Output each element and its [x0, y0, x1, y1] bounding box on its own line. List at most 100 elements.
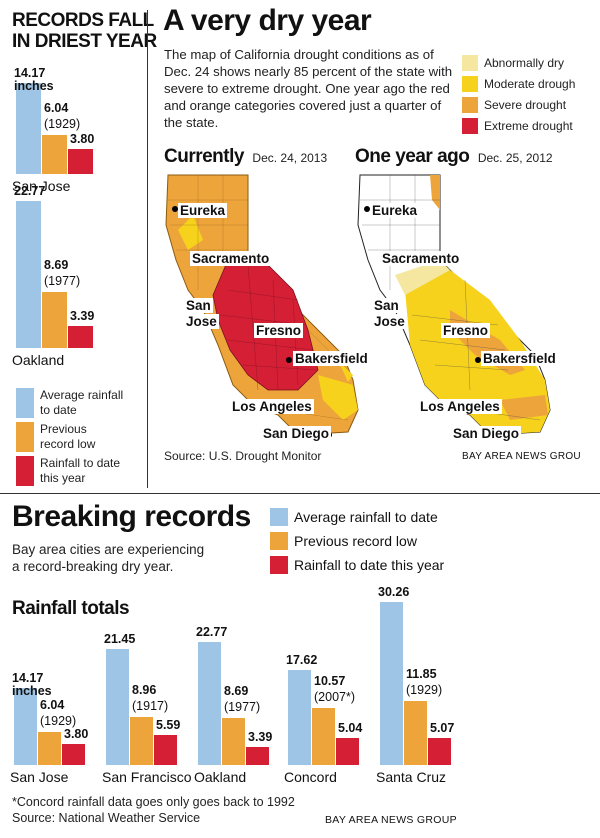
- bar-value-label: 3.80: [70, 132, 95, 147]
- bar-value-label: 3.39: [248, 729, 273, 744]
- sidebar-legend-label: to date: [40, 403, 77, 417]
- bar-this-year: [62, 744, 85, 765]
- city-dot: [286, 357, 292, 363]
- bar-value-label: 11.85: [406, 667, 437, 681]
- legend-swatch-extreme: [462, 117, 478, 134]
- bar-value-label: 22.77: [196, 625, 228, 640]
- bottom-source: Source: National Weather Service: [12, 811, 201, 825]
- map-past-heading: One year ago Dec. 25, 2012: [355, 146, 553, 168]
- bar-value-label: 22.77: [14, 184, 46, 199]
- bottom-footnote: *Concord rainfall data goes only goes ba…: [12, 795, 295, 809]
- map-legend-item: Extreme drought: [462, 115, 598, 136]
- map-past-date: Dec. 25, 2012: [477, 151, 553, 165]
- bar-this-year: [246, 746, 269, 765]
- legend-swatch-severe: [462, 96, 478, 113]
- city-label-bakersfield: Bakersfield: [293, 351, 370, 366]
- bottom-legend-label: Average rainfall to date: [294, 509, 438, 525]
- city-label-sacramento: Sacramento: [190, 251, 272, 266]
- category-label: San Francisco: [102, 769, 192, 785]
- record-year-label: (1929): [40, 714, 77, 729]
- bottom-legend-item: Previous record low: [270, 529, 444, 553]
- category-label: Oakland: [194, 769, 247, 785]
- map-legend-label: Extreme drought: [484, 118, 573, 133]
- bottom-legend-item: Rainfall to date this year: [270, 553, 444, 577]
- map-credit: BAY AREA NEWS GROU: [462, 451, 581, 462]
- bar-record-low: [42, 291, 67, 348]
- sidebar-title-line1: RECORDS FALL: [12, 10, 154, 31]
- unit-label: inches: [14, 78, 54, 93]
- record-year-label: (1929): [44, 117, 81, 132]
- bar-value-label: 8.69: [224, 684, 249, 699]
- moderate-drought-areas: [178, 215, 358, 420]
- category-label: Santa Cruz: [376, 769, 447, 785]
- city-label-san-diego: San Diego: [261, 426, 332, 441]
- bottom-legend-label: Rainfall to date this year: [294, 557, 445, 573]
- record-year-label: (1929): [406, 683, 443, 697]
- california-map-past: [357, 174, 551, 436]
- bar-value-label: 3.80: [64, 727, 89, 742]
- category-label: San Jose: [12, 178, 71, 194]
- abnormally-dry-area: [395, 260, 450, 295]
- bar-value-label: 5.04: [338, 720, 363, 735]
- city-label-san-diego: San Diego: [451, 426, 522, 441]
- bottom-legend: Average rainfall to date Previous record…: [270, 505, 444, 577]
- bar-this-year: [336, 737, 359, 765]
- california-map-current: [165, 174, 359, 436]
- bottom-legend-item: Average rainfall to date: [270, 505, 444, 529]
- bar-record-low: [404, 701, 427, 765]
- sidebar-legend-label: Previous: [40, 422, 87, 436]
- bar-value-label: 6.04: [40, 698, 65, 713]
- bar-this-year: [68, 326, 93, 348]
- sidebar-legend-item-this-year: Rainfall to date this year: [16, 456, 146, 486]
- legend-swatch-abnormally-dry: [462, 54, 478, 71]
- city-label-san: San: [184, 298, 213, 313]
- city-label-los-angeles: Los Angeles: [230, 399, 314, 414]
- bar-value-label: 17.62: [286, 652, 318, 667]
- bottom-title: Breaking records: [12, 500, 251, 533]
- map-section-title: A very dry year: [163, 4, 372, 37]
- category-label: Oakland: [12, 352, 65, 368]
- city-dot: [364, 206, 370, 212]
- record-year-label: (2007*): [314, 689, 355, 704]
- map-legend: Abnormally dry Moderate drough Severe dr…: [462, 52, 598, 136]
- map-current-label: Currently: [164, 146, 244, 167]
- city-label-los-angeles: Los Angeles: [418, 399, 502, 414]
- map-source: Source: U.S. Drought Monitor: [164, 449, 322, 463]
- bar-value-label: 10.57: [314, 673, 346, 688]
- sidebar-legend-label: record low: [40, 437, 96, 451]
- legend-swatch-moderate: [462, 75, 478, 92]
- record-year-label: (1977): [44, 273, 81, 288]
- bar-this-year: [68, 149, 93, 174]
- city-label-eureka: Eureka: [370, 203, 420, 218]
- legend-swatch-orange: [16, 422, 34, 452]
- bar-average: [16, 201, 41, 348]
- category-label: San Jose: [10, 769, 69, 785]
- bar-value-label: 8.69: [44, 257, 69, 272]
- map-legend-item: Abnormally dry: [462, 52, 598, 73]
- bottom-credit: BAY AREA NEWS GROUP: [325, 814, 457, 826]
- sidebar-legend-label: Rainfall to date: [40, 456, 121, 470]
- map-current-date: Dec. 24, 2013: [252, 151, 328, 165]
- bar-value-label: 14.17: [12, 671, 44, 686]
- city-dot: [475, 357, 481, 363]
- city-label-fresno: Fresno: [441, 323, 491, 338]
- bar-value-label: 3.39: [70, 309, 95, 324]
- bottom-subtitle: Bay area cities are experiencing a recor…: [12, 541, 204, 575]
- bar-average: [106, 649, 129, 765]
- bar-record-low: [312, 707, 335, 765]
- city-label-jose: Jose: [184, 314, 219, 329]
- map-legend-item: Moderate drough: [462, 73, 598, 94]
- legend-swatch-blue: [16, 388, 34, 418]
- bar-record-low: [38, 732, 61, 765]
- bar-value-label: 6.04: [44, 101, 69, 116]
- rainfall-chart-title: Rainfall totals: [12, 598, 130, 619]
- county-lines-orange: [168, 175, 349, 421]
- category-label: Concord: [284, 769, 337, 785]
- map-legend-label: Severe drought: [484, 97, 567, 112]
- bar-average: [198, 642, 221, 765]
- bar-average: [288, 669, 311, 765]
- sidebar-title-line2: IN DRIEST YEAR: [12, 31, 157, 52]
- map-past-label: One year ago: [355, 146, 470, 167]
- sidebar-bar-chart: 14.17 inches (1929) 6.04 3.80 San Jose 22.77 (1…: [0, 0, 146, 380]
- city-label-jose: Jose: [372, 314, 407, 329]
